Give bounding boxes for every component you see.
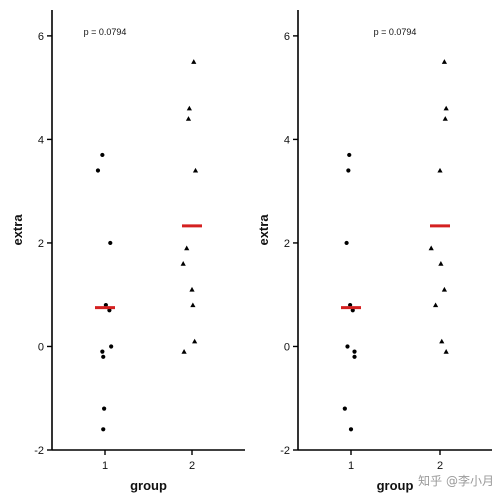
data-point [102, 406, 107, 411]
data-point [352, 354, 357, 359]
data-point [108, 240, 113, 246]
data-point [101, 427, 106, 432]
data-point [428, 245, 434, 251]
data-point [191, 59, 197, 64]
x-tick-label: 1 [102, 460, 108, 472]
data-point [438, 261, 444, 266]
p-value-annotation: p = 0.0794 [84, 27, 127, 37]
data-point [342, 406, 347, 411]
data-point [433, 302, 439, 308]
data-point [441, 59, 447, 64]
data-point [346, 168, 351, 173]
data-point [185, 116, 192, 121]
y-tick-label: -2 [34, 445, 44, 457]
y-tick-label: 0 [284, 341, 290, 353]
watermark: 知乎 @李小月 [418, 473, 494, 488]
y-tick-label: 0 [38, 341, 44, 353]
y-tick-label: 6 [284, 31, 290, 43]
y-tick-label: -2 [280, 445, 290, 457]
data-point [345, 344, 350, 349]
data-point [192, 167, 199, 173]
y-tick-label: 4 [38, 134, 44, 146]
data-point [181, 349, 187, 354]
x-tick-label: 2 [189, 460, 195, 472]
data-point [443, 105, 449, 111]
data-point [186, 105, 192, 111]
data-point [189, 286, 195, 292]
data-point [442, 116, 448, 121]
data-point [180, 261, 186, 266]
data-point [109, 344, 114, 349]
data-point [107, 308, 112, 313]
panel-right: -2 0 2 4 6 1 2 group extra p = 0.0794 [256, 10, 492, 493]
data-point [347, 152, 352, 158]
data-point [348, 302, 353, 308]
x-tick-label: 2 [437, 460, 443, 472]
data-point [350, 308, 355, 313]
y-tick-label: 4 [284, 134, 290, 146]
data-point [192, 338, 198, 344]
x-axis-title: group [377, 478, 414, 493]
data-point [100, 349, 105, 354]
data-point [344, 240, 349, 246]
y-axis-title: extra [10, 214, 25, 246]
data-point [437, 167, 443, 173]
data-point [100, 152, 105, 158]
data-point [95, 168, 101, 173]
data-point [184, 245, 190, 251]
y-tick-label: 2 [284, 238, 290, 250]
x-axis-title: group [130, 478, 167, 493]
data-point [348, 427, 354, 432]
data-point [103, 302, 108, 308]
x-tick-label: 1 [348, 460, 354, 472]
data-point [352, 349, 357, 354]
data-point [101, 354, 106, 359]
data-point [441, 286, 447, 292]
data-point [443, 349, 449, 354]
y-tick-label: 6 [38, 31, 44, 43]
data-point [439, 338, 445, 344]
y-axis-title: extra [256, 214, 271, 246]
y-tick-label: 2 [38, 238, 44, 250]
panel-left: -2 0 2 4 6 1 2 group extra p = 0.0794 [10, 10, 245, 493]
data-point [190, 302, 196, 308]
p-value-annotation: p = 0.0794 [374, 27, 417, 37]
